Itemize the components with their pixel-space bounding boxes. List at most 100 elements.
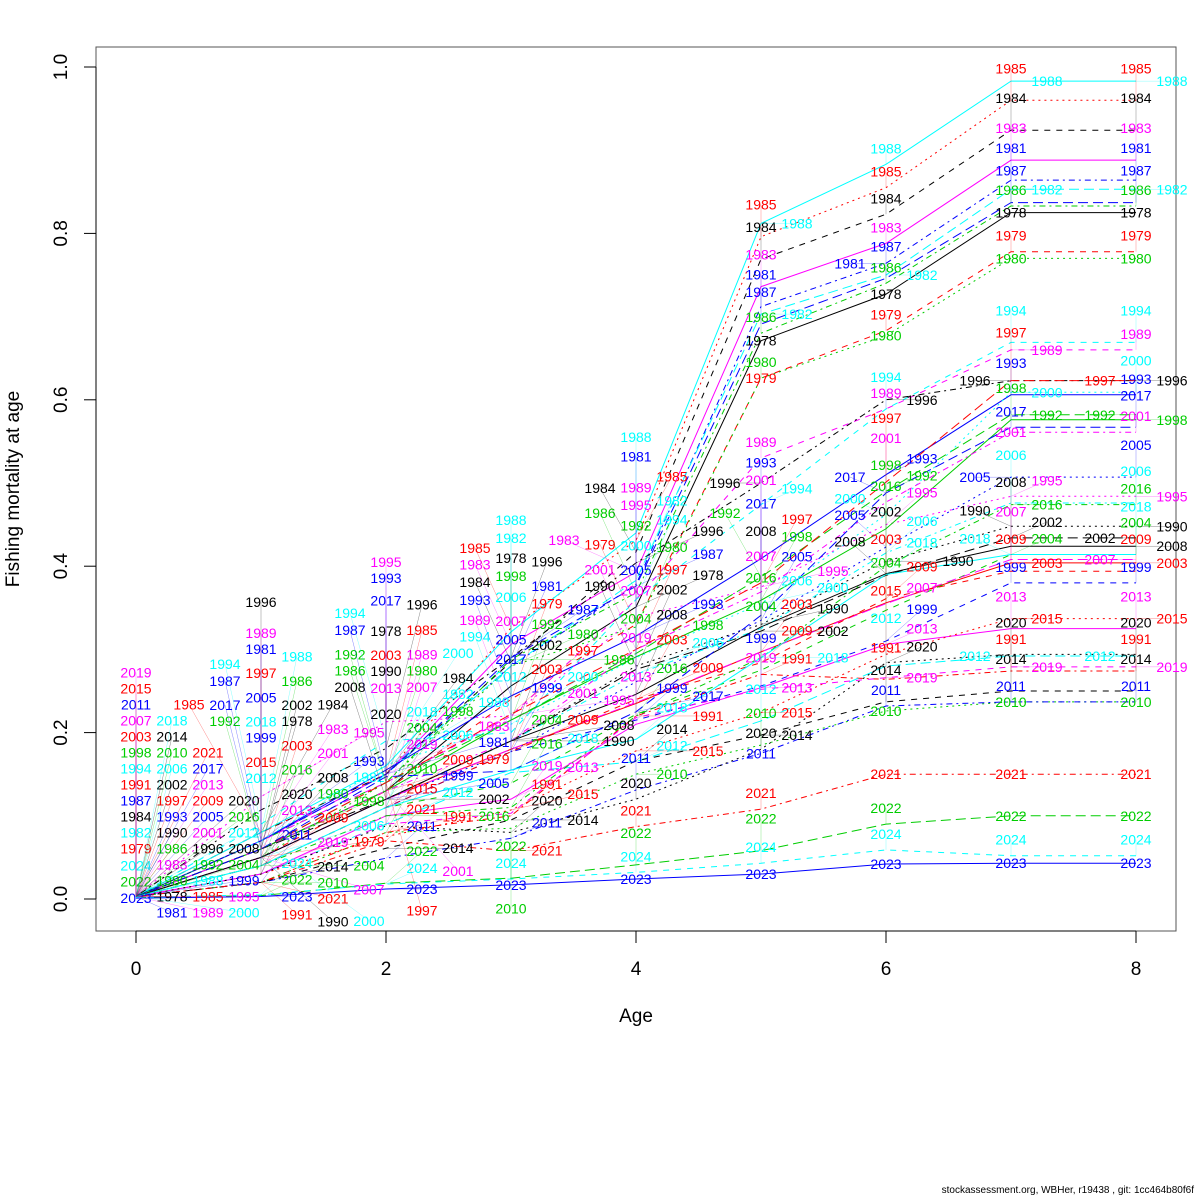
point-label: 1985: [459, 540, 490, 556]
point-label: 2000: [834, 491, 865, 507]
point-label: 2000: [442, 645, 473, 661]
label-leader-line: [135, 752, 209, 897]
label-leader-line: [385, 790, 459, 871]
point-label: 2020: [228, 793, 259, 809]
label-leader-line: [385, 694, 459, 775]
label-leader-line: [135, 816, 245, 897]
label-leader-line: [635, 624, 709, 658]
point-label: 1978: [995, 205, 1026, 221]
point-label: 2002: [478, 791, 509, 807]
point-label: 2017: [834, 469, 865, 485]
label-leader-line: [760, 570, 834, 588]
point-label: 2022: [1120, 808, 1151, 824]
label-leader-line: [1010, 521, 1048, 539]
label-leader-line: [635, 687, 673, 721]
series-2007: [135, 559, 1136, 897]
point-label: 1986: [584, 505, 615, 521]
series-2002: [135, 537, 1136, 897]
point-label: 1998: [442, 703, 473, 719]
label-leader-line: [260, 745, 298, 858]
label-leader-line: [474, 599, 512, 697]
series-line: [135, 559, 1136, 897]
label-leader-line: [385, 782, 495, 800]
point-label: 1996: [959, 373, 990, 389]
label-leader-line: [760, 630, 798, 663]
point-label: 2011: [282, 826, 312, 842]
label-leader-line: [635, 553, 709, 587]
point-label: 1995: [353, 725, 384, 741]
label-leader-line: [260, 841, 334, 875]
point-label: 2014: [156, 729, 187, 745]
point-label: 2022: [406, 843, 437, 859]
label-leader-line: [474, 547, 512, 628]
x-tick-label: 0: [131, 959, 142, 980]
point-label: 2021: [620, 803, 651, 819]
label-leader-line: [260, 721, 298, 850]
series-1980: [135, 257, 1136, 897]
label-leader-line: [260, 882, 334, 899]
label-leader-line: [224, 680, 262, 841]
label-leader-line: [510, 724, 620, 742]
point-label: 1978: [870, 286, 901, 302]
label-leader-line: [260, 705, 298, 850]
point-label: 1987: [870, 238, 901, 254]
label-leader-line: [260, 862, 298, 895]
label-leader-line: [135, 736, 173, 897]
label-leader-line: [849, 514, 887, 548]
point-label: 1985: [870, 164, 901, 180]
label-leader-line: [135, 864, 245, 897]
point-label: 1992: [531, 616, 562, 632]
label-leader-line: [510, 822, 548, 839]
label-leader-line: [849, 498, 887, 515]
label-leader-line: [385, 851, 423, 884]
point-label: 2001: [995, 424, 1026, 440]
point-label: 1983: [459, 556, 490, 572]
point-label: 1990: [1156, 518, 1187, 534]
series-line: [135, 257, 1136, 897]
point-label: 1997: [567, 642, 598, 658]
point-label: 2000: [353, 913, 384, 929]
point-label: 1994: [781, 481, 812, 497]
point-label: 2012: [442, 784, 473, 800]
label-leader-line: [385, 711, 423, 808]
point-label: 1982: [442, 686, 473, 702]
point-label: 2021: [531, 843, 562, 859]
point-label: 2012: [959, 648, 990, 664]
point-label: 2002: [817, 623, 848, 639]
point-label: 2022: [281, 872, 312, 888]
point-label: 1979: [478, 751, 509, 767]
point-label: 2024: [1120, 832, 1151, 848]
point-label: 1992: [1084, 407, 1115, 423]
label-leader-line: [885, 542, 923, 575]
point-label: 2003: [531, 661, 562, 677]
label-leader-line: [260, 704, 334, 833]
label-leader-line: [1010, 480, 1048, 497]
point-label: 2019: [1031, 659, 1062, 675]
point-label: 1995: [906, 485, 937, 501]
point-label: 1985: [1120, 60, 1151, 76]
point-label: 2017: [192, 761, 223, 777]
point-label: 2014: [317, 858, 348, 874]
point-label: 1983: [870, 219, 901, 235]
point-label: 2001: [567, 685, 598, 701]
label-leader-line: [849, 476, 887, 494]
point-label: 2008: [334, 679, 365, 695]
point-label: 2023: [406, 881, 437, 897]
label-leader-line: [385, 826, 423, 859]
y-axis-label: Fishing mortality at age: [3, 391, 24, 587]
series-line: [135, 251, 1136, 897]
x-tick-label: 6: [881, 959, 892, 980]
point-label: 1979: [870, 307, 901, 323]
point-label: 1985: [656, 468, 687, 484]
point-label: 1989: [406, 647, 437, 663]
series-2016: [135, 504, 1136, 897]
label-leader-line: [885, 587, 923, 604]
label-leader-line: [510, 650, 584, 715]
point-label: 1998: [781, 528, 812, 544]
point-label: 2008: [656, 606, 687, 622]
label-leader-line: [635, 546, 673, 628]
point-label: 2005: [1120, 437, 1151, 453]
point-label: 1994: [209, 656, 240, 672]
point-label: 2013: [781, 680, 812, 696]
label-leader-line: [260, 776, 370, 841]
